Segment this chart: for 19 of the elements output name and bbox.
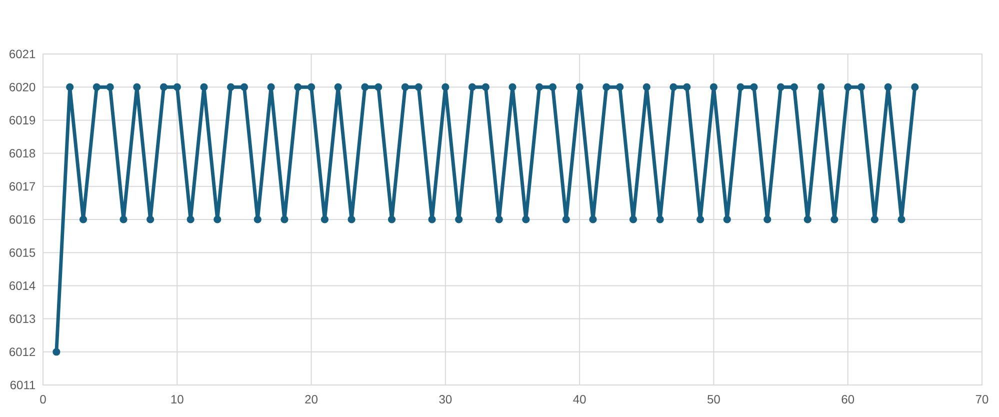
y-tick-label: 6021 (10, 50, 36, 58)
y-tick-label: 6012 (10, 348, 36, 356)
y-tick-label: 6019 (10, 116, 36, 124)
x-tick-label: 0 (40, 395, 46, 404)
y-tick-label: 6016 (10, 215, 36, 224)
y-tick-label: 6018 (10, 149, 36, 158)
y-tick-label: 6011 (10, 380, 36, 390)
x-tick-label: 60 (842, 395, 854, 404)
x-tick-label: 10 (171, 395, 184, 404)
x-tick-label: 30 (439, 395, 452, 404)
x-tick-label: 50 (708, 395, 720, 404)
y-tick-label: 6015 (10, 248, 36, 257)
x-tick-label: 40 (573, 395, 586, 404)
y-tick-label: 6020 (10, 82, 36, 92)
x-tick-label: 70 (976, 395, 988, 404)
y-tick-label: 6013 (10, 314, 36, 324)
y-tick-label: 6017 (10, 182, 36, 191)
x-tick-label: 20 (305, 395, 318, 404)
y-tick-label: 6014 (10, 281, 36, 290)
